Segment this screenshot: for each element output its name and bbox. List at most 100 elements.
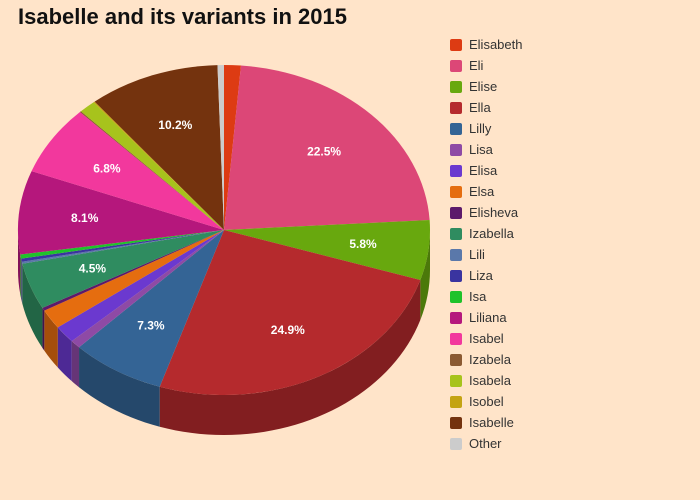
pie-side-lili (21, 261, 23, 304)
legend-label: Lisa (469, 142, 493, 157)
legend-swatch (450, 206, 462, 219)
legend-item-elisheva[interactable]: Elisheva (450, 202, 522, 223)
legend-swatch (450, 332, 462, 345)
legend-swatch (450, 143, 462, 156)
legend-label: Izabella (469, 226, 514, 241)
pie-side-elsa (44, 310, 58, 368)
pie-side-izabella (22, 263, 43, 348)
legend-swatch (450, 290, 462, 303)
legend-item-lisa[interactable]: Lisa (450, 139, 522, 160)
legend-label: Eli (469, 58, 484, 73)
legend-item-elisa[interactable]: Elisa (450, 160, 522, 181)
pie-side-liza (21, 258, 22, 302)
slice-label-isabel: 6.8% (93, 161, 121, 175)
legend-label: Lili (469, 247, 485, 262)
legend-item-liliana[interactable]: Liliana (450, 307, 522, 328)
legend-item-lili[interactable]: Lili (450, 244, 522, 265)
legend-label: Isabel (469, 331, 504, 346)
pie-slice-isabela[interactable] (80, 102, 225, 230)
legend-swatch (450, 395, 462, 408)
pie-slice-liliana[interactable] (18, 171, 224, 255)
legend-label: Lilly (469, 121, 492, 136)
pie-slice-isabelle[interactable] (94, 65, 224, 230)
legend-item-isabel[interactable]: Isabel (450, 328, 522, 349)
pie-side-ella (159, 279, 421, 435)
pie-slice-isabel[interactable] (31, 112, 224, 230)
pie-slice-ella[interactable] (159, 230, 421, 395)
legend-item-ella[interactable]: Ella (450, 97, 522, 118)
legend-label: Elisheva (469, 205, 519, 220)
legend-item-isa[interactable]: Isa (450, 286, 522, 307)
legend-item-elsa[interactable]: Elsa (450, 181, 522, 202)
legend-item-isobel[interactable]: Isobel (450, 391, 522, 412)
legend-item-izabella[interactable]: Izabella (450, 223, 522, 244)
pie-side-elisheva (42, 307, 45, 351)
pie-slice-lili[interactable] (21, 230, 224, 264)
legend-swatch (450, 164, 462, 177)
legend-swatch (450, 227, 462, 240)
pie-slice-izabella[interactable] (22, 230, 225, 308)
pie-slice-izabela[interactable] (79, 111, 225, 230)
pie-side-elisa (57, 327, 72, 382)
legend-swatch (450, 311, 462, 324)
slice-label-eli: 22.5% (307, 145, 341, 159)
legend-item-isabela[interactable]: Isabela (450, 370, 522, 391)
slice-label-elise: 5.8% (349, 237, 377, 251)
legend-label: Ella (469, 100, 491, 115)
legend-swatch (450, 185, 462, 198)
slice-label-isabelle: 10.2% (158, 118, 192, 132)
legend-swatch (450, 38, 462, 51)
pie-slice-eli[interactable] (224, 65, 430, 230)
pie-slice-other[interactable] (217, 64, 224, 230)
legend-swatch (450, 353, 462, 366)
legend-item-liza[interactable]: Liza (450, 265, 522, 286)
chart-title: Isabelle and its variants in 2015 (18, 4, 347, 29)
pie-slice-elsa[interactable] (44, 230, 225, 328)
legend-item-elisabeth[interactable]: Elisabeth (450, 34, 522, 55)
legend-swatch (450, 416, 462, 429)
pie-side-elise (420, 230, 430, 320)
pie-slice-lisa[interactable] (71, 230, 224, 348)
legend-label: Other (469, 436, 502, 451)
pie-slice-elisabeth[interactable] (224, 65, 241, 230)
legend-swatch (450, 122, 462, 135)
legend-item-lilly[interactable]: Lilly (450, 118, 522, 139)
legend-swatch (450, 80, 462, 93)
legend-swatch (450, 59, 462, 72)
pie-side-lilly (79, 347, 160, 427)
pie-slice-elisheva[interactable] (42, 230, 224, 311)
legend-label: Elisabeth (469, 37, 523, 52)
pie-slice-elise[interactable] (224, 220, 431, 280)
pie-side-lisa (71, 341, 80, 388)
legend-label: Isobel (469, 394, 504, 409)
legend-item-izabela[interactable]: Izabela (450, 349, 522, 370)
slice-label-izabella: 4.5% (79, 261, 107, 275)
legend-label: Elsa (469, 184, 495, 199)
pie-slice-lilly[interactable] (79, 230, 224, 387)
legend-label: Elisa (469, 163, 498, 178)
legend-label: Elise (469, 79, 498, 94)
legend-swatch (450, 248, 462, 261)
pie-side-liliana (18, 230, 21, 295)
legend: Elisabeth Eli Elise Ella Lilly Lisa Elisa Elsa E… (450, 34, 522, 454)
pie-slice-isa[interactable] (20, 230, 224, 259)
legend-label: Liliana (469, 310, 507, 325)
legend-item-eli[interactable]: Eli (450, 55, 522, 76)
pie-slice-liza[interactable] (21, 230, 224, 262)
legend-item-isabelle[interactable]: Isabelle (450, 412, 522, 433)
pie-side-isa (20, 254, 22, 299)
legend-label: Isabelle (469, 415, 514, 430)
pie-slice-isobel[interactable] (93, 101, 224, 230)
legend-item-elise[interactable]: Elise (450, 76, 522, 97)
legend-label: Izabela (469, 352, 511, 367)
legend-swatch (450, 374, 462, 387)
slice-label-liliana: 8.1% (71, 211, 99, 225)
legend-label: Liza (469, 268, 493, 283)
legend-label: Isa (469, 289, 487, 304)
slice-label-lilly: 7.3% (137, 319, 165, 333)
legend-item-other[interactable]: Other (450, 433, 522, 454)
legend-swatch (450, 437, 462, 450)
pie-slice-elisa[interactable] (57, 230, 225, 342)
legend-label: Isabela (469, 373, 511, 388)
